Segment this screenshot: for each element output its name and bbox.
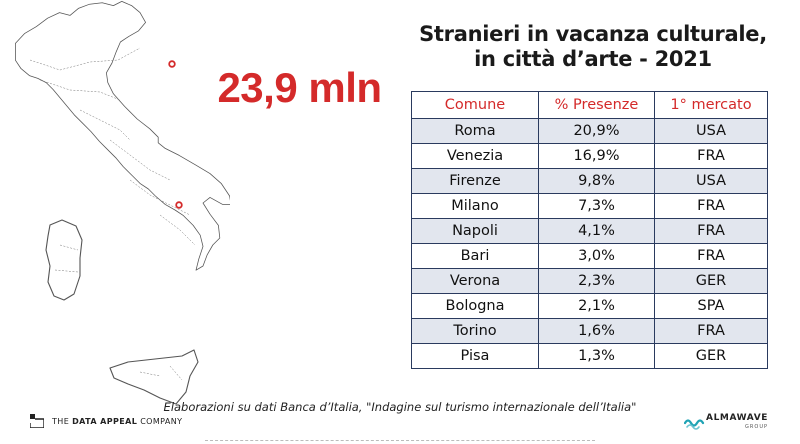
title-line-1: Stranieri in vacanza culturale, [419,22,767,46]
cell-presenze: 2,1% [538,293,655,319]
header-presenze: % Presenze [538,91,655,119]
cell-mercato: FRA [654,143,768,169]
venezia-marker [168,60,176,68]
cell-presenze: 16,9% [538,143,655,169]
table-row: Bologna 2,1% SPA [411,293,768,319]
footer-divider [205,440,595,441]
italy-mainland-shape [15,1,230,271]
source-caption: Elaborazioni su dati Banca d’Italia, "In… [163,400,637,414]
data-appeal-logo: THE DATA APPEAL COMPANY [29,414,183,429]
cell-comune: Bari [411,243,539,269]
title-line-2: in città d’arte - 2021 [474,47,712,71]
cell-mercato: GER [654,268,768,294]
almawave-logo: ALMAWAVE GROUP [684,414,768,432]
table-row: Bari 3,0% FRA [411,243,768,269]
sicily-shape [109,349,199,405]
cell-presenze: 2,3% [538,268,655,294]
page-title: Stranieri in vacanza culturale, in città… [408,22,778,72]
cell-comune: Firenze [411,168,539,194]
almawave-logo-text: ALMAWAVE GROUP [706,413,769,431]
italy-map [15,1,230,405]
cell-comune: Verona [411,268,539,294]
cities-table-container: Comune % Presenze 1° mercato Roma 20,9% US… [411,91,768,369]
cell-presenze: 1,3% [538,343,655,369]
total-visitors-value: 23,9 mln [217,64,382,111]
cities-table: Comune % Presenze 1° mercato Roma 20,9% US… [411,91,768,369]
cell-presenze: 20,9% [538,118,655,144]
cell-mercato: USA [654,118,768,144]
data-appeal-logo-icon [29,414,45,429]
cell-presenze: 1,6% [538,318,655,344]
cell-mercato: GER [654,343,768,369]
table-row: Firenze 9,8% USA [411,168,768,194]
header-comune: Comune [411,91,539,119]
table-row: Milano 7,3% FRA [411,193,768,219]
data-appeal-logo-text: THE DATA APPEAL COMPANY [52,416,183,426]
cell-comune: Napoli [411,218,539,244]
cell-comune: Milano [411,193,539,219]
cell-mercato: USA [654,168,768,194]
cell-presenze: 3,0% [538,243,655,269]
cell-comune: Torino [411,318,539,344]
cell-comune: Roma [411,118,539,144]
cell-presenze: 9,8% [538,168,655,194]
cell-mercato: FRA [654,243,768,269]
almawave-logo-icon [684,419,705,430]
cell-mercato: FRA [654,318,768,344]
cell-mercato: FRA [654,193,768,219]
cell-mercato: SPA [654,293,768,319]
cell-mercato: FRA [654,218,768,244]
sardinia-shape [45,219,83,301]
table-row: Verona 2,3% GER [411,268,768,294]
cell-comune: Bologna [411,293,539,319]
cell-comune: Pisa [411,343,539,369]
table-header-row: Comune % Presenze 1° mercato [411,91,768,119]
table-row: Torino 1,6% FRA [411,318,768,344]
roma-marker [175,201,183,209]
cell-presenze: 7,3% [538,193,655,219]
cell-presenze: 4,1% [538,218,655,244]
header-mercato: 1° mercato [654,91,768,119]
table-row: Pisa 1,3% GER [411,343,768,369]
table-row: Venezia 16,9% FRA [411,143,768,169]
cell-comune: Venezia [411,143,539,169]
table-row: Napoli 4,1% FRA [411,218,768,244]
table-row: Roma 20,9% USA [411,118,768,144]
